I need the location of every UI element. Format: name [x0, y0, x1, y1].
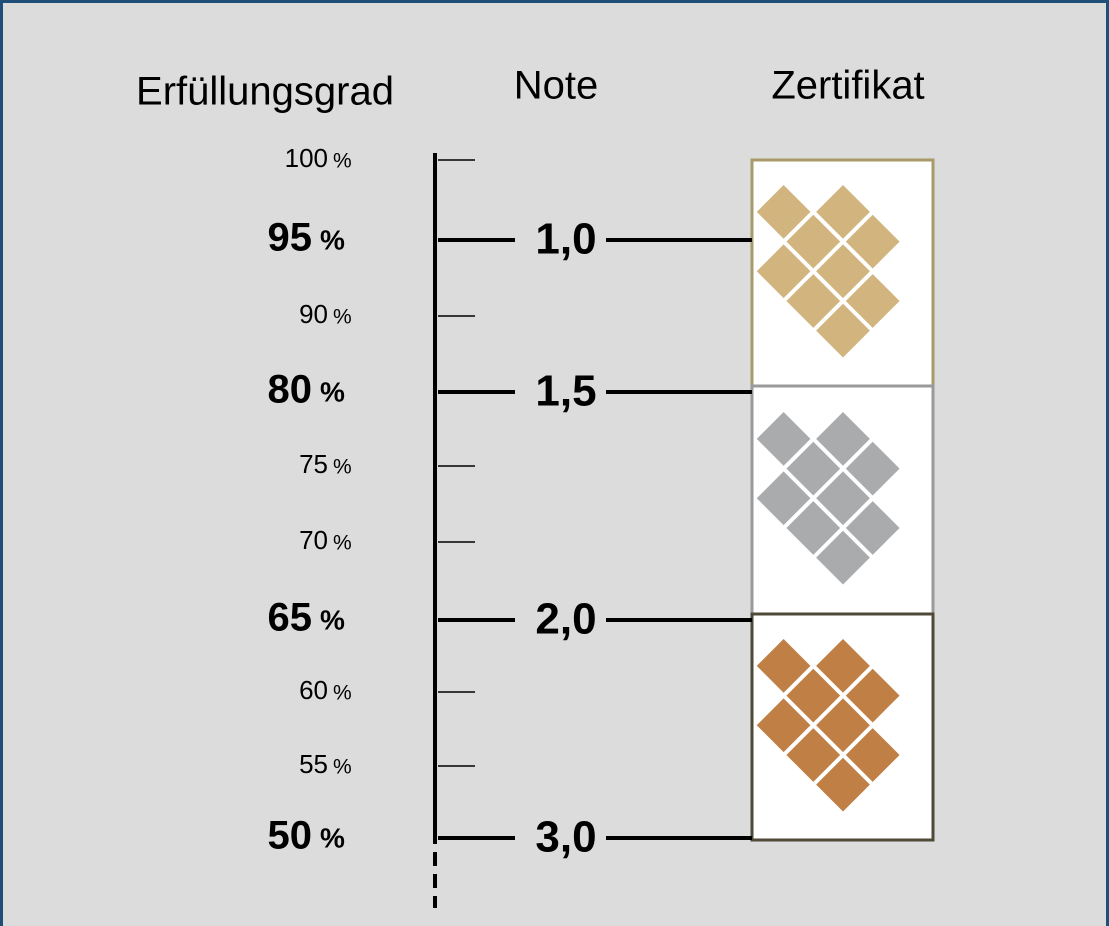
percent-label: 65 [268, 596, 313, 640]
grade-label: 1,0 [535, 215, 596, 264]
percent-unit: % [333, 532, 352, 555]
percent-unit: % [333, 456, 352, 479]
percent-unit: % [333, 150, 352, 173]
percent-label: 80 [268, 368, 313, 412]
grade-label: 2,0 [535, 595, 596, 644]
certificates [750, 158, 935, 842]
percent-unit: % [333, 306, 352, 329]
percent-unit: % [320, 822, 345, 853]
header: Erfüllungsgrad [136, 70, 394, 114]
percent-unit: % [320, 604, 345, 635]
percent-unit: % [333, 682, 352, 705]
percent-label: 100 [285, 143, 328, 173]
percent-label: 50 [268, 814, 313, 858]
percent-label: 95 [268, 216, 313, 260]
header: Zertifikat [771, 64, 924, 108]
percent-unit: % [320, 376, 345, 407]
percent-label: 75 [299, 449, 328, 479]
percent-unit: % [333, 756, 352, 779]
grade-label: 3,0 [535, 813, 596, 862]
percent-label: 70 [299, 525, 328, 555]
percent-label: 60 [299, 675, 328, 705]
percent-unit: % [320, 224, 345, 255]
header: Note [514, 64, 599, 108]
grade-label: 1,5 [535, 367, 596, 416]
percent-label: 90 [299, 299, 328, 329]
percent-label: 55 [299, 749, 328, 779]
